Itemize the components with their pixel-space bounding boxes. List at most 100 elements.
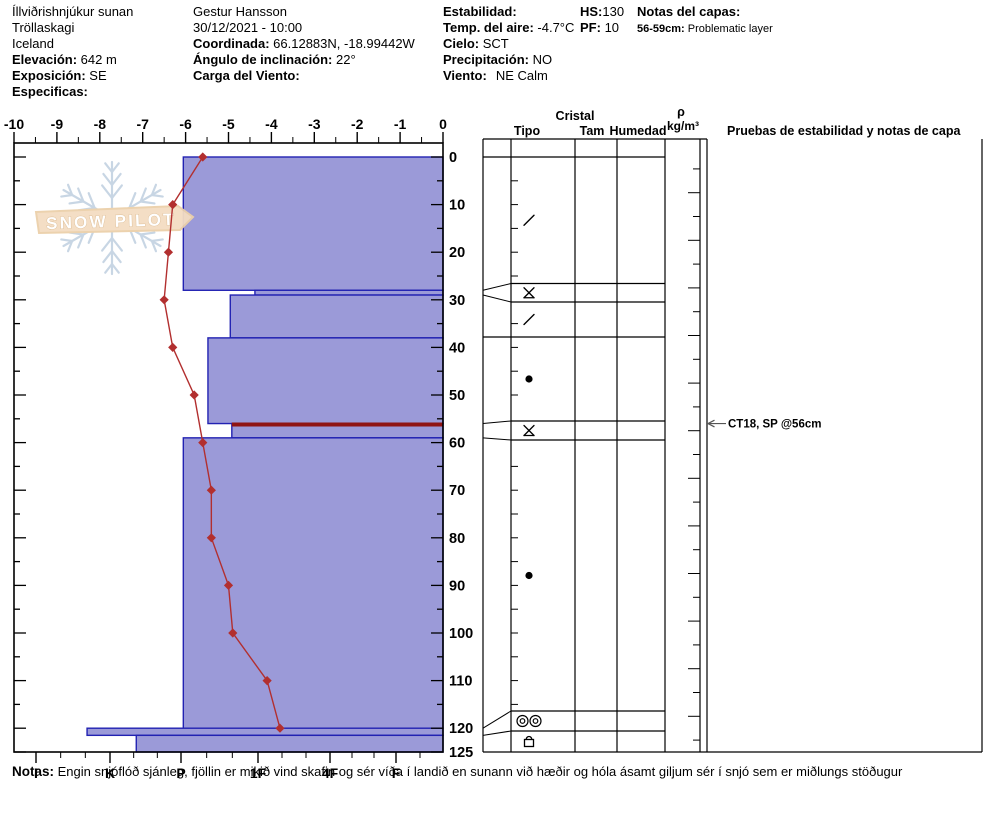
hardness-axis-label: I <box>34 765 38 781</box>
precip-row: Precipitación: NO <box>443 52 552 67</box>
grain-symbol-decomposing-fragments-icon <box>523 214 535 226</box>
temperature-profile <box>159 152 285 733</box>
slope-angle-value: 22° <box>332 52 356 67</box>
temperature-point <box>228 628 238 638</box>
hs-label: HS: <box>580 4 603 19</box>
coordinates-row: Coordinada: 66.12883N, -18.99442W <box>193 36 415 51</box>
hardness-axis-label: P <box>176 765 185 781</box>
temp-axis-label: -8 <box>94 116 107 132</box>
logo-banner-shape <box>34 204 195 235</box>
temperature-point <box>159 295 169 305</box>
row-connector-line <box>482 294 512 303</box>
row-connector-line <box>482 283 512 291</box>
aspect-label: Exposición: <box>12 68 86 83</box>
specifics-label: Especificas: <box>12 84 88 99</box>
grain-symbol-decomposing-fragments-icon <box>523 313 535 326</box>
temperature-point <box>206 533 216 543</box>
temperature-point <box>262 676 272 686</box>
observation-datetime: 30/12/2021 - 10:00 <box>193 20 303 35</box>
grain-symbol-rounded-grains-icon <box>525 571 533 580</box>
sky-label: Cielo: <box>443 36 480 51</box>
specifics-row: Especificas: <box>12 84 88 99</box>
tipo-column-header: Tipo <box>513 124 541 138</box>
grain-symbol-rounded-grains-icon <box>525 375 533 383</box>
hs-value: 130 <box>602 4 625 19</box>
wind-row: Viento: NE Calm <box>443 68 548 83</box>
hs-row: HS:130 <box>580 4 624 19</box>
temp-axis-label: -1 <box>394 116 407 132</box>
temperature-point <box>198 438 208 448</box>
wind-value: NE Calm <box>495 68 548 83</box>
temperature-point <box>163 247 174 257</box>
sky-row: Cielo: SCT <box>443 36 509 51</box>
pit-region: Tröllaskagi <box>12 20 75 35</box>
hardness-axis-label: 4F <box>322 765 339 781</box>
stability-test-annotations: CT18, SP @56cm <box>707 419 821 431</box>
depth-axis-label: 80 <box>449 531 465 547</box>
sky-value: SCT <box>479 36 509 51</box>
depth-axis-label: 100 <box>449 626 473 642</box>
snow-layer-bar <box>229 294 444 339</box>
depth-axis-label: 70 <box>449 483 465 499</box>
depth-axis-label: 0 <box>449 150 457 166</box>
grain-symbol-surface-hoar-icon <box>523 287 535 299</box>
elevation-label: Elevación: <box>12 52 78 67</box>
snow-layer-bar <box>207 337 444 425</box>
depth-axis-label: 120 <box>449 721 473 737</box>
air-temp-value: -4.7°C <box>533 20 575 35</box>
temp-axis-label: -5 <box>222 116 235 132</box>
depth-axis: 0 10 20 30 40 50 60 70 80 90 100 110 120 125 <box>14 150 473 761</box>
depth-axis-label: 40 <box>449 340 465 356</box>
temp-axis-label: -10 <box>4 116 24 132</box>
temperature-point <box>206 485 216 495</box>
layer-notes-label: Notas del capas: <box>637 4 741 19</box>
pit-location-name: Íllviðrishnjúkur sunan <box>12 4 134 19</box>
density-unit-header: kg/m³ <box>666 119 700 133</box>
wind-loading-label: Carga del Viento: <box>193 68 300 83</box>
air-temp-label: Temp. del aire: <box>443 20 534 35</box>
snow-layer-bar <box>254 289 444 296</box>
slope-angle-row: Ángulo de inclinación: 22° <box>193 52 356 67</box>
layer-table-grid <box>482 138 983 753</box>
hardness-bars <box>86 156 444 753</box>
snow-layer-bar <box>135 734 444 753</box>
humedad-column-header: Humedad <box>609 124 667 138</box>
snow-layer-bar <box>182 156 444 291</box>
stability-row: Estabilidad: <box>443 4 517 19</box>
temperature-axis: -10 -9 -8 -7 -6 -5 -4 -3 -2 -1 0 <box>4 116 447 143</box>
hardness-axis: I K P 1F 4F F <box>34 752 421 781</box>
pit-notes: Notas: Engin snjóflóð sjánleg, fjöllin e… <box>12 764 902 779</box>
problematic-layer-range: 56-59cm: <box>637 23 685 35</box>
precip-value: NO <box>528 52 553 67</box>
depth-axis-label: 50 <box>449 388 465 404</box>
depth-axis-label: 10 <box>449 198 465 214</box>
temp-axis-label: -9 <box>51 116 64 132</box>
pf-label: PF: <box>580 20 601 35</box>
pf-row: PF: 10 <box>580 20 619 35</box>
pit-country: Iceland <box>12 36 54 51</box>
hardness-axis-label: 1F <box>250 765 267 781</box>
grain-symbol-surface-hoar-icon <box>523 424 535 437</box>
temp-axis-label: -4 <box>265 116 278 132</box>
pit-notes-text: Engin snjóflóð sjánleg, fjöllin er mikið… <box>54 764 903 779</box>
depth-axis-label: 125 <box>449 745 473 761</box>
slope-angle-label: Ángulo de inclinación: <box>193 52 333 67</box>
snow-layer-bar <box>182 437 444 729</box>
pf-value: 10 <box>600 20 620 35</box>
row-connector-line <box>482 710 512 729</box>
depth-axis-label: 20 <box>449 245 465 261</box>
aspect-value: SE <box>85 68 107 83</box>
stability-label: Estabilidad: <box>443 4 517 19</box>
temperature-point <box>189 390 199 400</box>
row-connector-line <box>482 437 512 441</box>
depth-axis-label: 30 <box>449 293 465 309</box>
grain-symbol-melt-freeze-polycrystals-icon <box>516 714 542 728</box>
pit-notes-label: Notas: <box>12 764 55 779</box>
depth-axis-label: 90 <box>449 578 465 594</box>
row-connector-line <box>482 420 512 425</box>
elevation-row: Elevación: 642 m <box>12 52 117 67</box>
temp-axis-label: -3 <box>308 116 321 132</box>
temperature-point <box>168 200 178 210</box>
